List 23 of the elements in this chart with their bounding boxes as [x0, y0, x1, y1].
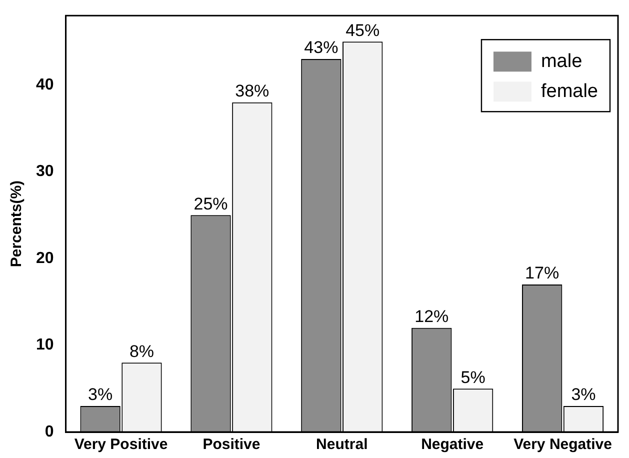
data-label: 3%: [571, 385, 596, 404]
x-tick-label: Negative: [421, 436, 484, 454]
legend-label: male: [540, 50, 582, 72]
x-tick-label: Very Positive: [74, 436, 168, 454]
data-label: 43%: [304, 38, 338, 58]
y-tick-label: 40: [36, 76, 54, 94]
y-tick-label: 30: [36, 163, 54, 180]
data-label: 8%: [129, 342, 154, 361]
data-label: 5%: [460, 368, 486, 387]
x-tick-label: Neutral: [316, 436, 368, 454]
data-label: 3%: [88, 385, 113, 404]
data-label: 17%: [525, 264, 560, 283]
data-label: 38%: [235, 82, 270, 101]
data-label: 12%: [414, 307, 449, 326]
y-tick-label: 20: [36, 250, 54, 267]
data-label: 45%: [346, 20, 380, 40]
x-tick-label: Positive: [202, 436, 260, 454]
y-axis-title: Percents(%): [8, 180, 26, 268]
y-tick-label: 10: [36, 336, 54, 354]
x-tick-label: Very Negative: [514, 436, 612, 454]
data-label: 25%: [194, 194, 228, 214]
y-tick-label: 0: [44, 423, 54, 440]
legend-label: female: [540, 80, 598, 102]
